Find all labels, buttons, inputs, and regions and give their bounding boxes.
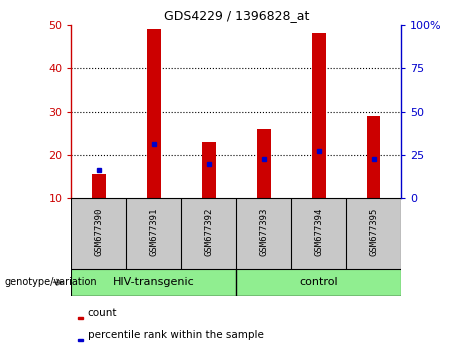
Bar: [312, 33, 325, 198]
Bar: [92, 175, 106, 198]
Text: percentile rank within the sample: percentile rank within the sample: [88, 330, 263, 340]
Text: GSM677395: GSM677395: [369, 208, 378, 256]
Bar: [202, 142, 216, 198]
Text: GSM677394: GSM677394: [314, 208, 323, 256]
Bar: [78, 339, 83, 341]
Text: GSM677391: GSM677391: [149, 208, 159, 256]
Bar: [147, 29, 161, 198]
Text: count: count: [88, 308, 117, 318]
Text: GSM677393: GSM677393: [259, 208, 268, 256]
Text: GSM677390: GSM677390: [95, 208, 103, 256]
Title: GDS4229 / 1396828_at: GDS4229 / 1396828_at: [164, 9, 309, 22]
Text: HIV-transgenic: HIV-transgenic: [113, 277, 195, 287]
Text: genotype/variation: genotype/variation: [5, 277, 97, 287]
Text: GSM677392: GSM677392: [204, 208, 213, 256]
Bar: [78, 317, 83, 319]
Bar: [257, 129, 271, 198]
Bar: [367, 116, 380, 198]
Text: control: control: [299, 277, 338, 287]
